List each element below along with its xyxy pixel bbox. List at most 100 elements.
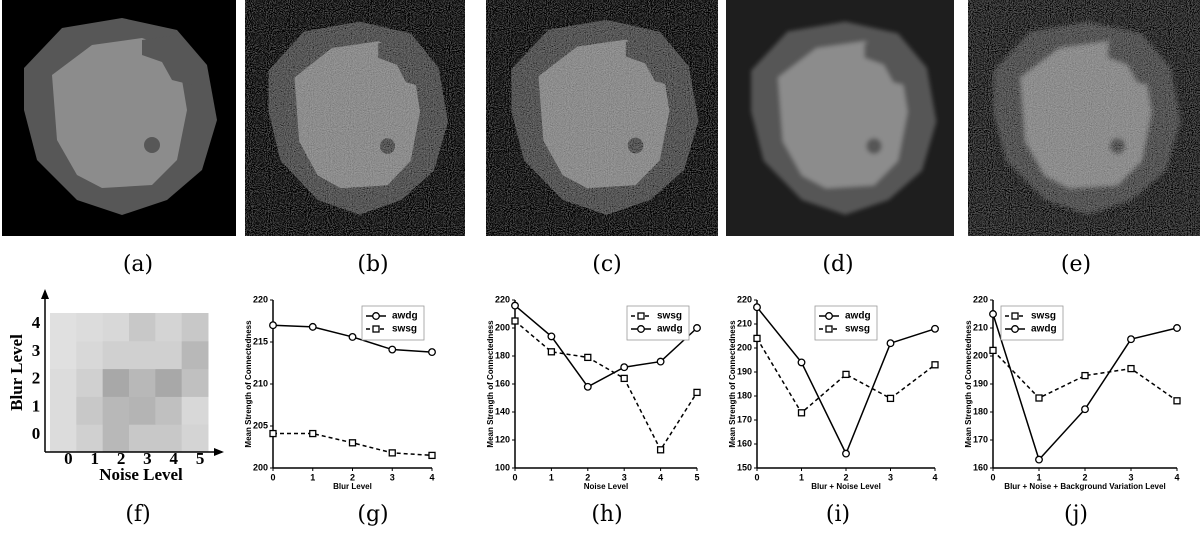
y-tick-label: 180: [495, 350, 510, 360]
marker: [620, 363, 629, 372]
marker: [753, 334, 761, 343]
heatmap-cell: [181, 396, 209, 425]
y-tick-label: 210: [737, 318, 752, 328]
x-tick-label: 0: [512, 472, 517, 482]
marker: [428, 451, 436, 460]
y-tick-label: 220: [495, 294, 510, 304]
y-tick-label: 170: [737, 414, 752, 424]
heatmap-cell: [102, 396, 130, 425]
y-tick-label: 210: [253, 378, 268, 388]
series-line: [514, 320, 698, 452]
legend-label: awdg: [392, 311, 418, 322]
x-tick-label: 5: [694, 472, 699, 482]
marker: [693, 388, 701, 397]
y-tick-label: 200: [253, 462, 268, 472]
legend-marker: [1011, 312, 1019, 320]
heatmap-cell: [102, 424, 130, 453]
marker: [583, 382, 592, 391]
marker: [931, 324, 939, 333]
marker: [269, 429, 277, 438]
x-tick-label: 2: [1082, 472, 1087, 482]
x-axis-label: Noise Level: [584, 482, 628, 491]
marker: [308, 322, 317, 331]
y-axis-label: Mean Strength of Connectedness: [964, 320, 973, 448]
marker: [842, 370, 850, 379]
series-line: [514, 305, 698, 388]
image-c: [486, 0, 718, 236]
legend-label: swsg: [392, 324, 417, 335]
x-axis-label: Noise Level: [99, 465, 183, 484]
x-axis-label: Blur + Noise Level: [811, 482, 881, 491]
heatmap-cell: [155, 313, 183, 342]
legend-label: awdg: [1031, 324, 1057, 335]
marker: [511, 301, 519, 310]
panel-label: (i): [826, 502, 850, 527]
x-tick-label: 2: [350, 472, 355, 482]
y-axis-label: Blur Level: [7, 334, 26, 411]
panel-label: (f): [125, 502, 150, 527]
heatmap-cell: [102, 340, 130, 370]
marker: [511, 317, 519, 325]
marker: [797, 409, 806, 417]
y-tick-label: 190: [973, 378, 988, 388]
heatmap-cell: [129, 424, 156, 453]
marker: [1081, 371, 1089, 380]
marker: [693, 324, 701, 332]
y-tick-label: 160: [495, 378, 510, 388]
y-tick-label: 200: [973, 350, 988, 360]
y-tick-label: 170: [973, 434, 988, 444]
legend-marker: [372, 312, 380, 320]
heatmap-cell: [76, 340, 104, 370]
y-tick-label: 200: [495, 322, 510, 332]
marker: [348, 333, 357, 341]
heatmap-cell: [50, 424, 77, 453]
x-tick-label: 0: [64, 449, 73, 468]
x-tick-label: 1: [1036, 472, 1041, 482]
x-axis-label: Blur Level: [333, 482, 372, 491]
panel-label: (d): [822, 252, 853, 277]
series-line: [756, 338, 936, 414]
y-tick-label: 0: [32, 424, 41, 443]
y-tick-label: 220: [253, 294, 268, 304]
marker: [547, 348, 556, 356]
heatmap-cell: [155, 424, 183, 453]
panel-label: (g): [357, 502, 388, 527]
marker: [428, 348, 436, 357]
marker: [1035, 394, 1043, 402]
heatmap-cell: [155, 340, 183, 370]
x-tick-label: 3: [888, 472, 893, 482]
y-tick-label: 180: [737, 390, 752, 400]
heatmap-cell: [129, 396, 156, 425]
legend-box: [1000, 305, 1064, 341]
legend-label: swsg: [845, 324, 870, 335]
heatmap-cell: [129, 313, 156, 342]
heatmap-cell: [155, 368, 183, 397]
y-tick-label: 160: [737, 438, 752, 448]
marker: [656, 357, 665, 366]
heatmap-cell: [181, 368, 209, 397]
x-tick-label: 2: [117, 449, 126, 468]
heatmap-cell: [76, 396, 104, 425]
panel-label: (a): [123, 252, 153, 277]
y-tick-label: 100: [495, 462, 510, 472]
x-tick-label: 5: [196, 449, 205, 468]
y-tick-label: 150: [737, 462, 752, 472]
x-tick-label: 3: [1128, 472, 1133, 482]
marker: [931, 361, 939, 369]
x-tick-label: 4: [429, 472, 434, 482]
legend-label: swsg: [1031, 311, 1056, 322]
marker: [1081, 405, 1089, 414]
marker: [842, 449, 850, 458]
legend-label: swsg: [657, 311, 682, 322]
x-tick-label: 1: [310, 472, 315, 482]
legend-marker: [825, 325, 833, 333]
heatmap-cell: [76, 424, 104, 453]
x-tick-label: 4: [932, 472, 937, 482]
panel-label: (j): [1064, 502, 1088, 527]
image-e: [968, 0, 1200, 236]
marker: [309, 429, 317, 438]
legend-label: awdg: [657, 324, 683, 335]
y-tick-label: 190: [737, 366, 752, 376]
heatmap-cell: [50, 368, 77, 397]
